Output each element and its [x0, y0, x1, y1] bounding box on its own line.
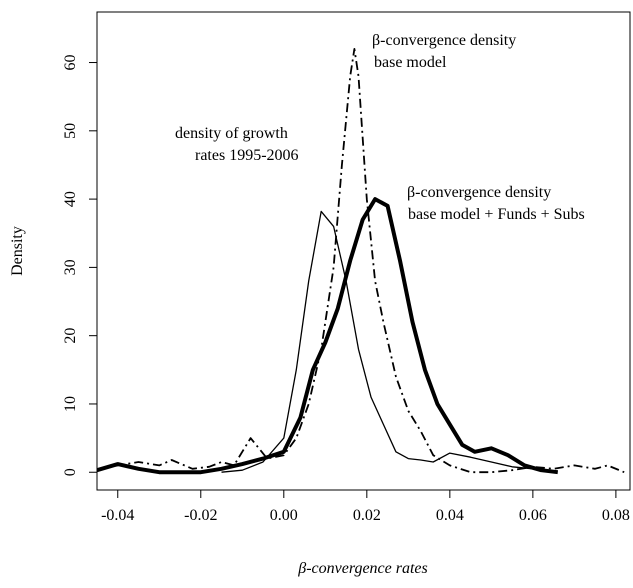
x-tick-label: -0.04: [101, 507, 134, 524]
annotation: density of growth: [175, 125, 288, 142]
x-tick-label: -0.02: [184, 507, 217, 524]
x-tick-label: 0.08: [602, 507, 630, 524]
density-line: [96, 197, 559, 475]
y-tick-label: 10: [62, 396, 79, 412]
annotation: β-convergence density: [372, 32, 516, 49]
y-tick-label: 30: [62, 259, 79, 275]
plot-frame: [96, 11, 631, 491]
x-tick-label: 0.04: [436, 507, 464, 524]
x-tick-label: 0.06: [519, 507, 547, 524]
y-tick-label: 50: [62, 123, 79, 139]
x-axis-label: β-convergence rates: [297, 560, 428, 577]
annotation: base model + Funds + Subs: [408, 206, 585, 223]
y-axis-label: Density: [9, 226, 26, 276]
x-tick-label: 0.02: [353, 507, 381, 524]
y-tick-label: 60: [62, 55, 79, 71]
x-tick-label: 0.00: [270, 507, 298, 524]
density-line: [221, 210, 554, 473]
y-tick-label: 40: [62, 191, 79, 207]
density-line: [96, 48, 625, 474]
y-tick-label: 20: [62, 328, 79, 344]
annotation: β-convergence density: [407, 184, 551, 201]
annotation: rates 1995-2006: [195, 147, 299, 164]
annotation: base model: [374, 54, 447, 71]
y-tick-label: 0: [62, 468, 79, 476]
